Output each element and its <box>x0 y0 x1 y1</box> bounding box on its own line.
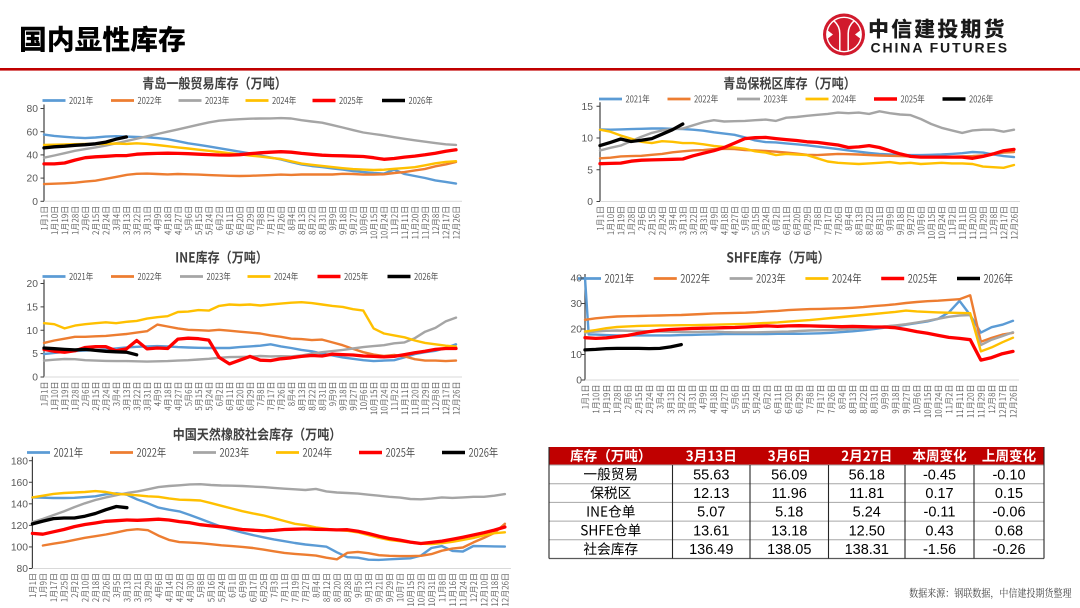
svg-text:30: 30 <box>571 299 583 310</box>
svg-text:13.18: 13.18 <box>771 523 807 539</box>
svg-text:11.81: 11.81 <box>849 486 884 502</box>
svg-text:0.43: 0.43 <box>925 523 953 539</box>
svg-text:10: 10 <box>27 326 39 337</box>
svg-text:20: 20 <box>27 174 39 185</box>
svg-text:0.68: 0.68 <box>995 523 1023 539</box>
svg-text:-0.45: -0.45 <box>923 467 956 483</box>
svg-text:180: 180 <box>11 456 28 467</box>
svg-text:40: 40 <box>571 274 583 285</box>
svg-text:138.05: 138.05 <box>767 542 811 558</box>
svg-text:11.96: 11.96 <box>772 486 807 502</box>
svg-text:0: 0 <box>576 376 582 387</box>
svg-text:-1.56: -1.56 <box>923 542 956 558</box>
svg-text:0: 0 <box>32 373 38 384</box>
svg-text:55.63: 55.63 <box>693 467 729 483</box>
svg-text:140: 140 <box>11 499 28 510</box>
svg-text:13.61: 13.61 <box>693 523 729 539</box>
svg-text:160: 160 <box>11 478 28 489</box>
svg-text:5: 5 <box>32 349 38 360</box>
svg-text:5.24: 5.24 <box>853 505 881 521</box>
svg-text:15: 15 <box>582 102 594 113</box>
svg-text:12.13: 12.13 <box>693 486 729 502</box>
svg-text:5.18: 5.18 <box>775 505 803 521</box>
svg-text:-0.11: -0.11 <box>924 505 956 521</box>
svg-text:20: 20 <box>27 279 39 290</box>
svg-text:80: 80 <box>17 564 29 575</box>
svg-text:80: 80 <box>27 104 39 115</box>
svg-text:-0.26: -0.26 <box>992 542 1025 558</box>
svg-text:136.49: 136.49 <box>689 542 733 558</box>
svg-text:20: 20 <box>571 325 583 336</box>
svg-text:10: 10 <box>582 134 594 145</box>
svg-text:56.09: 56.09 <box>771 467 807 483</box>
svg-text:0: 0 <box>587 197 593 208</box>
svg-text:5: 5 <box>587 165 593 176</box>
svg-text:40: 40 <box>27 151 39 162</box>
svg-text:100: 100 <box>11 543 28 554</box>
svg-text:-0.06: -0.06 <box>992 505 1025 521</box>
svg-text:56.18: 56.18 <box>849 467 885 483</box>
svg-text:-0.10: -0.10 <box>992 467 1025 483</box>
svg-text:60: 60 <box>27 127 39 138</box>
svg-text:0.15: 0.15 <box>995 486 1023 502</box>
svg-text:120: 120 <box>11 521 28 532</box>
svg-text:0: 0 <box>32 197 38 208</box>
svg-text:0.17: 0.17 <box>925 486 953 502</box>
svg-text:12.50: 12.50 <box>849 523 885 539</box>
svg-text:10: 10 <box>571 350 583 361</box>
svg-text:138.31: 138.31 <box>845 542 889 558</box>
svg-text:5.07: 5.07 <box>697 505 725 521</box>
svg-text:15: 15 <box>27 302 39 313</box>
svg-text:CHINA FUTURES: CHINA FUTURES <box>871 40 1010 56</box>
